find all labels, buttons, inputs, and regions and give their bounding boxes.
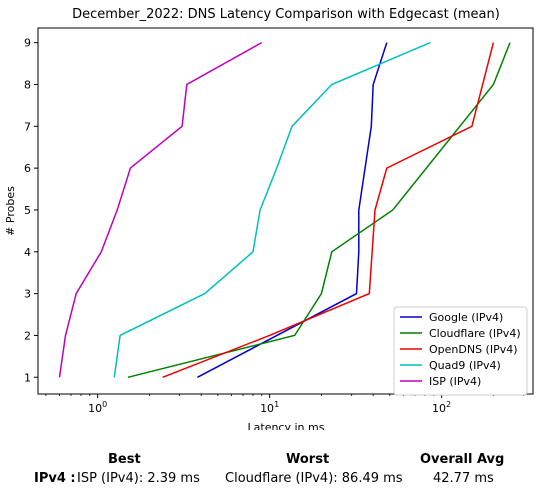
legend-entry: ISP (IPv4) [429,375,481,388]
chart-title: December_2022: DNS Latency Comparison wi… [72,7,500,22]
y-tick-label: 8 [24,78,31,91]
series-line-2 [162,42,495,378]
x-tick-label: 102 [432,400,451,415]
x-axis: 100 101 102 [45,394,525,415]
latency-chart: December_2022: DNS Latency Comparison wi… [4,7,534,430]
y-tick-label: 9 [24,37,31,50]
series-line-1 [127,42,511,379]
y-tick-label: 7 [24,120,31,133]
y-tick-label: 2 [24,329,31,342]
legend-entry: Cloudflare (IPv4) [429,327,521,340]
y-tick-label: 4 [24,246,31,259]
x-tick-label: 100 [88,400,107,415]
x-axis-label: Latency in ms [248,421,325,430]
best-header: Best [108,452,141,467]
series-line-0 [197,42,388,378]
y-axis-label: # Probes [4,186,17,236]
avg-value: 42.77 ms [433,471,494,486]
y-tick-label: 3 [24,288,31,301]
y-axis: 1 2 3 4 5 6 7 8 9 [24,37,38,384]
best-value: ISP (IPv4): 2.39 ms [77,471,200,486]
legend-entry: Google (IPv4) [429,311,503,324]
series-line-3 [113,41,431,378]
worst-header: Worst [286,452,330,467]
series-lines [58,41,511,379]
plot-frame [37,27,534,395]
y-tick-label: 1 [24,371,31,384]
worst-value: Cloudflare (IPv4): 86.49 ms [225,471,403,486]
series-line-4 [58,41,263,378]
legend-entry: OpenDNS (IPv4) [429,343,518,356]
y-tick-label: 5 [24,204,31,217]
ipv4-row-label: IPv4 : [34,471,76,486]
x-tick-label: 101 [260,400,279,415]
legend: Google (IPv4) Cloudflare (IPv4) OpenDNS (I… [393,306,528,396]
legend-entry: Quad9 (IPv4) [429,359,501,372]
y-tick-label: 6 [24,162,31,175]
legend-box [393,306,528,396]
avg-header: Overall Avg [420,452,505,467]
